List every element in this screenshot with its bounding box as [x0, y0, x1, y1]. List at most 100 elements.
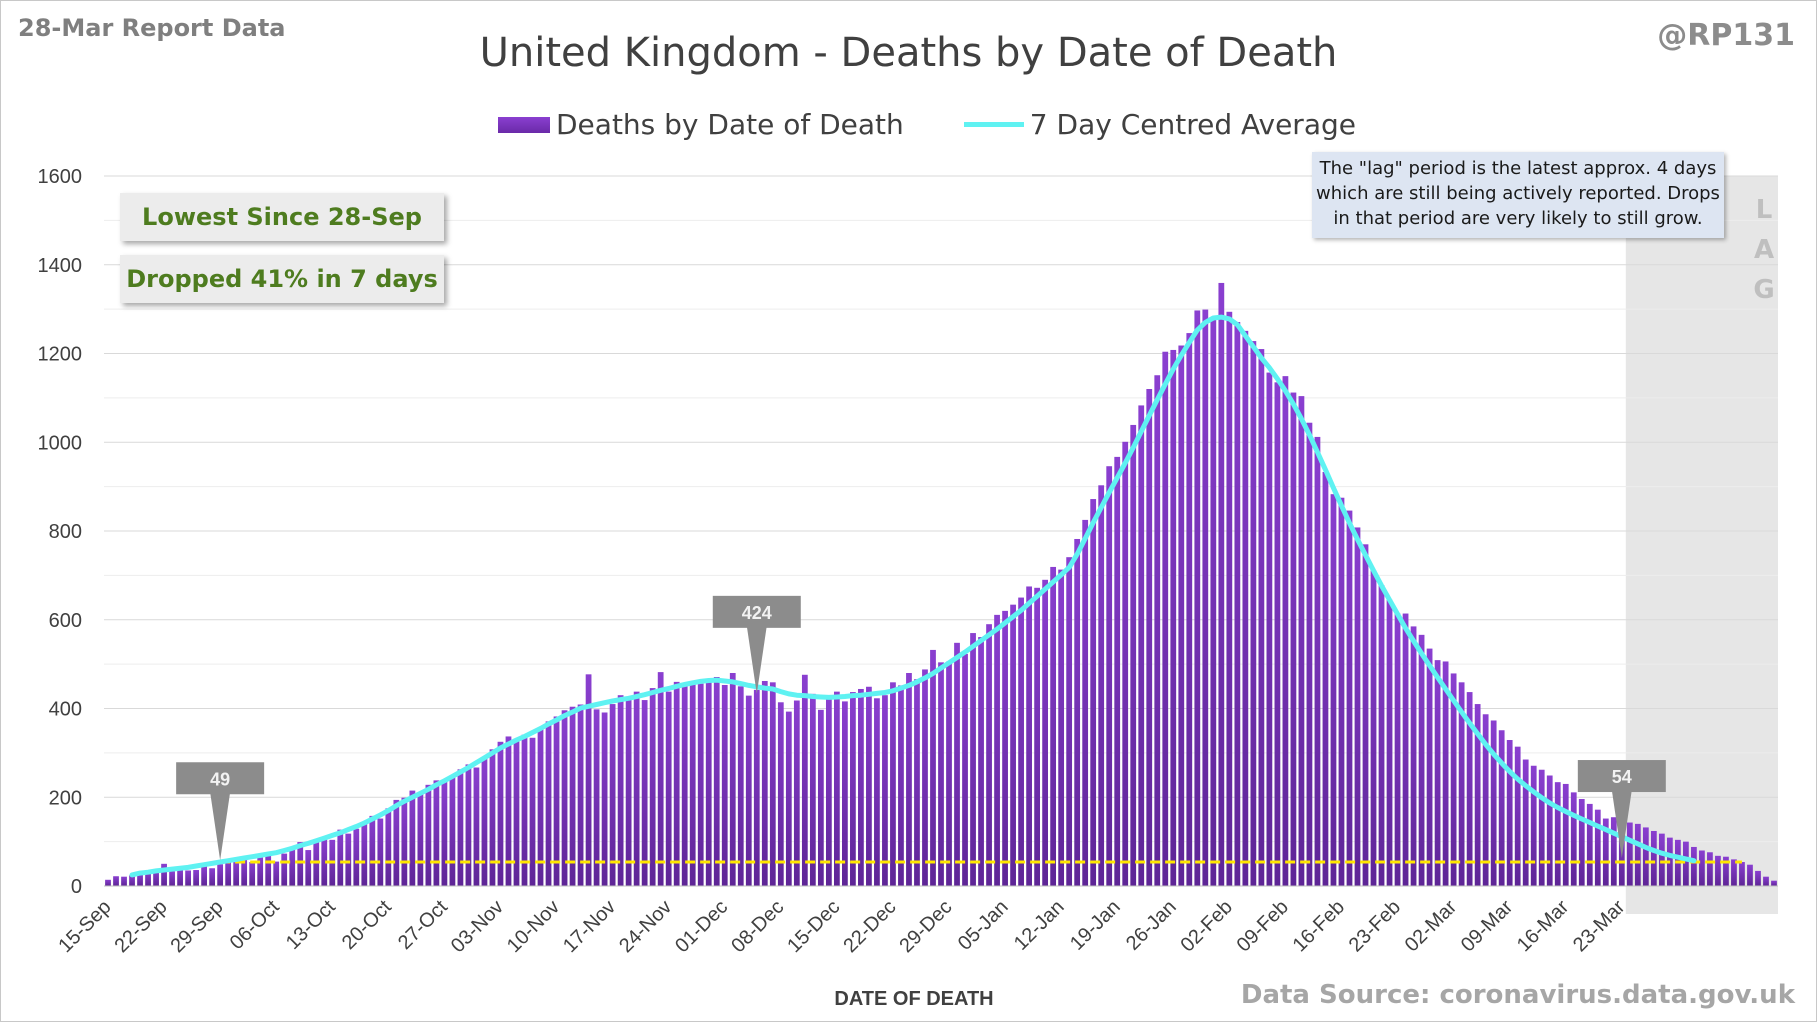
callout-label: 424: [742, 603, 772, 623]
legend-item-bars: Deaths by Date of Death: [498, 108, 904, 141]
chart-legend: Deaths by Date of Death 7 Day Centred Av…: [498, 108, 1416, 141]
bar: [1186, 333, 1193, 886]
bar: [1362, 544, 1369, 886]
bar: [1747, 864, 1753, 886]
bar: [938, 662, 944, 886]
bar: [1699, 850, 1705, 886]
bar: [345, 833, 352, 886]
bar: [713, 676, 720, 886]
bar: [1114, 456, 1121, 886]
bar: [833, 691, 840, 886]
bar: [1658, 833, 1665, 886]
bar: [1715, 855, 1721, 886]
bar: [441, 781, 448, 886]
bar: [233, 861, 240, 886]
bar: [1298, 396, 1305, 886]
bar: [193, 870, 199, 886]
bar: [1338, 497, 1345, 886]
bar: [625, 699, 632, 886]
bar: [1082, 519, 1089, 886]
lag-note-line: in that period are very likely to still …: [1333, 208, 1703, 229]
bar: [1514, 746, 1521, 886]
bar: [577, 704, 584, 886]
x-tick-label: 17-Nov: [559, 896, 620, 957]
bar: [914, 679, 920, 886]
bar: [457, 769, 464, 886]
bar: [673, 681, 680, 886]
bar: [1154, 375, 1161, 886]
lag-letter: A: [1753, 235, 1775, 265]
bar: [369, 815, 376, 886]
bar: [737, 686, 744, 886]
callout-box: [176, 762, 265, 795]
bar: [1274, 382, 1281, 886]
bar: [1058, 569, 1065, 886]
bar: [409, 790, 416, 886]
bar: [553, 716, 560, 886]
bar: [1386, 599, 1393, 886]
bar: [753, 689, 760, 886]
x-tick-label: 15-Sep: [54, 896, 115, 957]
bar: [1731, 859, 1737, 886]
bar: [1610, 817, 1617, 886]
bar: [1290, 392, 1297, 886]
bar: [1066, 557, 1073, 886]
bar: [609, 704, 616, 886]
bar: [1466, 692, 1473, 886]
y-tick-label: 400: [49, 699, 82, 721]
bar: [265, 853, 272, 886]
bar: [1258, 349, 1265, 886]
x-tick-label: 23-Mar: [1569, 896, 1630, 957]
callout: 49: [176, 762, 265, 861]
x-tick-label: 06-Oct: [226, 896, 284, 954]
x-axis-title: DATE OF DEATH: [834, 988, 993, 1010]
bar: [585, 674, 592, 886]
bar: [1562, 783, 1569, 886]
bar: [601, 712, 608, 886]
bar: [785, 711, 792, 886]
bar: [1434, 660, 1441, 886]
bar: [1010, 604, 1016, 886]
bar: [721, 684, 728, 886]
bar: [545, 721, 552, 886]
legend-line-swatch: [963, 122, 1024, 127]
x-tick-label: 27-Oct: [394, 896, 452, 954]
x-tick-label: 26-Jan: [1122, 896, 1181, 955]
callout-label: 54: [1612, 767, 1632, 787]
x-tick-label: 29-Dec: [895, 896, 956, 957]
bar: [1683, 841, 1689, 886]
bar: [866, 686, 872, 886]
bar: [417, 793, 424, 886]
x-tick-label: 13-Oct: [282, 896, 340, 954]
bar: [1106, 466, 1113, 886]
data-source-label: Data Source: coronavirus.data.gov.uk: [1240, 980, 1795, 1010]
bar: [1026, 586, 1032, 886]
bar: [657, 672, 664, 886]
bar: [257, 857, 264, 886]
legend-bar-swatch: [498, 116, 550, 133]
bar: [121, 876, 127, 886]
callout-pointer: [1611, 790, 1632, 859]
bar: [481, 757, 488, 886]
callout-box: [712, 595, 801, 628]
bar: [817, 709, 824, 886]
bar: [1442, 661, 1449, 886]
bar: [809, 693, 816, 886]
bar: [1626, 822, 1633, 886]
callout-pointer: [210, 792, 231, 861]
legend-item-average: 7 Day Centred Average: [963, 108, 1356, 141]
bar: [1546, 775, 1553, 886]
bar: [289, 848, 296, 886]
bar: [1378, 585, 1385, 886]
bar: [1402, 613, 1409, 886]
bar: [1266, 372, 1273, 886]
legend-line-label: 7 Day Centred Average: [1029, 108, 1356, 141]
lag-note: The "lag" period is the latest approx. 4…: [1312, 152, 1724, 238]
bar: [1578, 799, 1585, 886]
bar: [321, 838, 328, 886]
bar: [777, 702, 784, 886]
bar: [1138, 405, 1145, 886]
bar: [569, 706, 576, 886]
bar: [874, 698, 880, 886]
